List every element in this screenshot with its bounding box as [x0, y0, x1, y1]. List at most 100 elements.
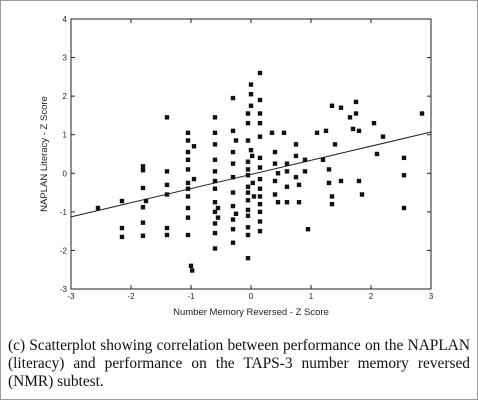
data-point [350, 126, 356, 132]
data-point [314, 130, 320, 135]
tick-labels: -3 -2 -1 0 1 2 3 -3 -2 -1 0 1 2 3 4 [60, 15, 434, 301]
data-point [140, 168, 146, 173]
x-tick-label: -1 [187, 292, 195, 301]
data-point [230, 95, 236, 101]
data-point [329, 201, 335, 207]
data-point [215, 205, 221, 211]
data-point [164, 232, 170, 238]
data-point [164, 182, 170, 188]
x-axis-label: Number Memory Reversed - Z Score [173, 307, 329, 318]
data-point [185, 180, 191, 186]
data-point [401, 155, 407, 161]
data-point [401, 173, 407, 178]
data-point [245, 207, 251, 213]
data-point [245, 190, 251, 195]
data-point [284, 161, 290, 166]
y-tick-label: -2 [60, 246, 68, 255]
data-point [353, 111, 359, 116]
data-point [248, 82, 254, 87]
data-point [257, 120, 263, 126]
data-point [245, 159, 251, 164]
data-point [272, 149, 278, 155]
data-point [245, 111, 251, 116]
y-tick-label: -3 [60, 285, 68, 294]
data-point [347, 115, 353, 120]
data-point [212, 221, 218, 226]
chart-svg: -3 -2 -1 0 1 2 3 -3 -2 -1 0 1 2 3 4 Number Memory Reve… [39, 15, 434, 318]
data-point [212, 230, 218, 236]
data-point [230, 128, 236, 134]
data-point [215, 215, 221, 220]
data-point [293, 153, 299, 159]
data-point [353, 99, 359, 105]
data-point [212, 157, 218, 162]
data-point [212, 209, 218, 215]
data-point [248, 147, 254, 153]
data-point [230, 240, 236, 245]
data-point [164, 169, 170, 174]
data-point [212, 186, 218, 191]
data-point [419, 111, 425, 116]
data-point [284, 184, 290, 189]
data-point [185, 138, 191, 143]
data-point [245, 255, 251, 261]
data-point [302, 157, 308, 162]
data-point [356, 178, 362, 184]
data-point [296, 182, 302, 188]
data-point [251, 194, 257, 199]
data-point [272, 161, 278, 166]
data-point [212, 169, 218, 174]
data-point [284, 200, 290, 205]
x-tick-label: 1 [309, 292, 314, 301]
data-point [269, 130, 275, 135]
data-point [257, 111, 263, 116]
data-point [233, 138, 239, 143]
data-point [245, 120, 251, 126]
data-point [245, 213, 251, 218]
data-point [250, 153, 255, 159]
data-point [185, 205, 191, 211]
data-point [257, 228, 263, 234]
data-point [140, 185, 146, 191]
data-point [338, 105, 344, 110]
data-point [185, 215, 191, 220]
data-point [248, 92, 254, 97]
data-point [302, 169, 308, 174]
data-point [275, 200, 281, 205]
data-point [140, 220, 146, 225]
data-point [143, 198, 149, 204]
data-point [257, 97, 263, 103]
data-point [257, 201, 263, 207]
data-point [245, 184, 251, 189]
data-point [230, 161, 236, 166]
y-tick-label: -1 [60, 208, 68, 217]
data-point [140, 164, 146, 169]
x-tick-label: 2 [369, 292, 374, 301]
data-point [257, 165, 263, 170]
data-point [230, 227, 236, 232]
data-point [257, 176, 263, 182]
data-point [164, 192, 170, 197]
data-point [326, 180, 332, 186]
data-point [371, 120, 377, 126]
x-tick-label: -3 [67, 292, 75, 301]
data-point [326, 167, 332, 172]
y-axis-label: NAPLAN Literacy - Z Score [39, 96, 50, 212]
trend-line [70, 131, 432, 218]
data-point [329, 103, 335, 108]
data-point [230, 174, 236, 180]
data-point [212, 246, 218, 251]
y-tick-label: 1 [63, 131, 68, 140]
data-point [257, 219, 263, 224]
data-point [164, 115, 170, 120]
data-point [284, 169, 290, 174]
data-point [191, 176, 197, 182]
data-point [272, 178, 278, 184]
data-point [293, 142, 299, 147]
data-point [359, 192, 365, 197]
data-point [233, 211, 239, 216]
data-point [119, 225, 125, 231]
data-point [245, 232, 251, 238]
data-point [230, 149, 236, 155]
data-point [185, 149, 191, 155]
